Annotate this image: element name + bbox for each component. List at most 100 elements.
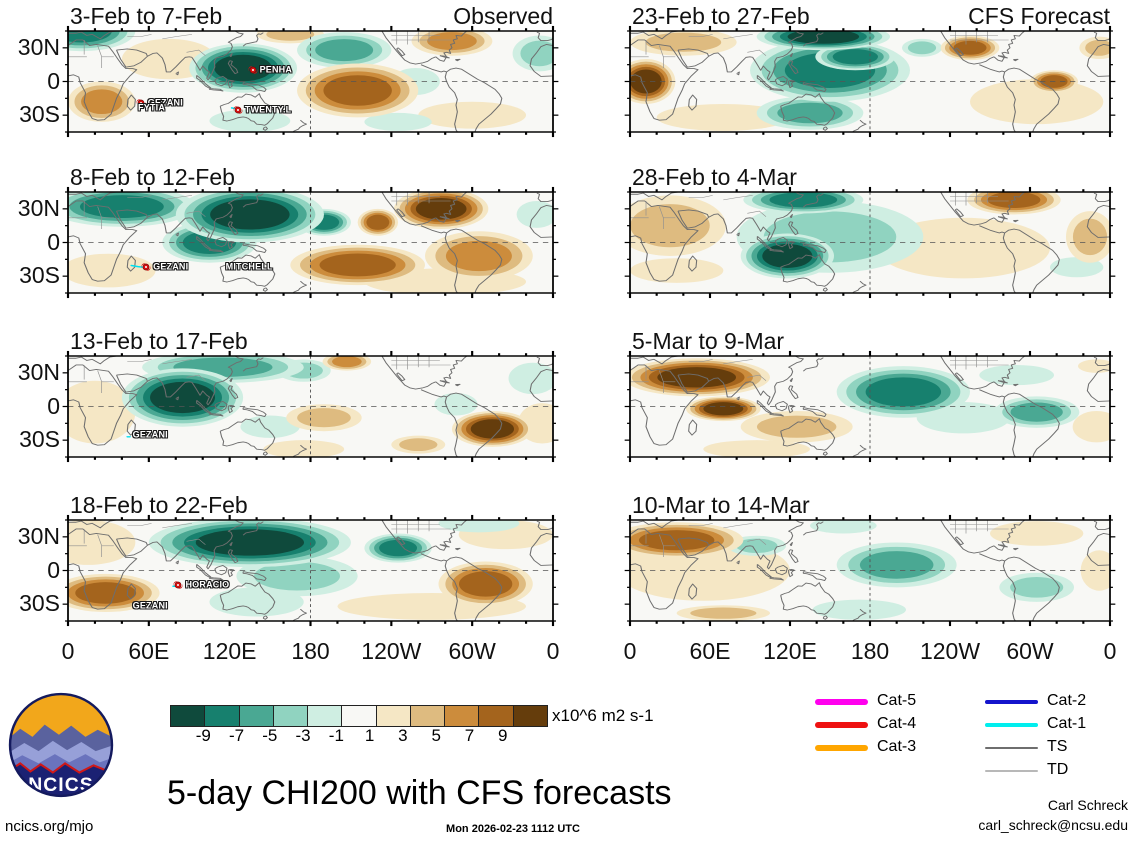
legend-label: Cat-2 bbox=[1047, 692, 1087, 709]
map-panel: 8-Feb to 12-Feb GEZANI MITCHELL bbox=[62, 164, 559, 299]
timestamp: Mon 2026-02-23 1112 UTC bbox=[446, 823, 580, 835]
legend-line-swatch bbox=[815, 745, 868, 751]
x-tick-label: 0 bbox=[1103, 638, 1117, 664]
map-canvas bbox=[624, 514, 1116, 627]
colorbar-tick-label: 7 bbox=[464, 726, 475, 745]
map-panel: 18-Feb to 22-Feb HORACIO GEZANI bbox=[62, 492, 559, 627]
colorbar-tick-label: -9 bbox=[195, 726, 211, 745]
x-tick-label: 180 bbox=[850, 638, 890, 664]
panel-period-title: 28-Feb to 4-Mar bbox=[632, 164, 797, 190]
x-tick-label: 60W bbox=[448, 638, 496, 664]
x-tick-label: 0 bbox=[623, 638, 637, 664]
x-tick-label: 60W bbox=[1006, 638, 1054, 664]
legend-line-swatch bbox=[815, 722, 868, 728]
y-tick-label: 0 bbox=[47, 67, 60, 94]
storm-label: PENHA bbox=[259, 64, 293, 75]
colorbar-tick-label: 3 bbox=[398, 726, 408, 745]
map-panel: 28-Feb to 4-Mar bbox=[624, 164, 1116, 299]
colorbar-tick-label: 1 bbox=[364, 726, 375, 745]
panel-source-label: Observed bbox=[453, 3, 553, 29]
storm-label: TWENTY.L bbox=[244, 104, 292, 115]
map-canvas bbox=[624, 350, 1116, 463]
y-tick-label: 30N bbox=[17, 33, 60, 60]
map-canvas bbox=[62, 514, 559, 627]
panel-period-title: 3-Feb to 7-Feb bbox=[70, 3, 223, 29]
figure-title: 5-day CHI200 with CFS forecasts bbox=[167, 774, 672, 812]
map-panel: 13-Feb to 17-Feb GEZANI bbox=[62, 328, 559, 463]
storm-marker-icon bbox=[134, 97, 147, 110]
legend-line-swatch bbox=[985, 723, 1038, 727]
storm-label: HORACIO bbox=[185, 579, 230, 590]
legend-label: Cat-4 bbox=[877, 715, 917, 732]
y-tick-label: 0 bbox=[47, 228, 60, 255]
colorbar-cell bbox=[376, 706, 411, 726]
y-tick-label: 30S bbox=[19, 426, 60, 453]
legend-label: TD bbox=[1047, 761, 1069, 778]
colorbar-cell bbox=[205, 706, 240, 726]
legend-line-swatch bbox=[985, 770, 1038, 772]
legend-line-swatch bbox=[985, 700, 1038, 704]
storm-label: FYTIA bbox=[138, 102, 166, 113]
logo-border bbox=[8, 692, 114, 798]
legend-label: TS bbox=[1047, 738, 1068, 755]
map-canvas bbox=[62, 25, 559, 138]
y-tick-label: 30N bbox=[17, 358, 60, 385]
colorbar-cell bbox=[171, 706, 206, 726]
x-tick-label: 180 bbox=[291, 638, 330, 664]
colorbar-cell bbox=[513, 706, 547, 726]
panel-period-title: 18-Feb to 22-Feb bbox=[70, 492, 248, 518]
credit-name: Carl Schreck bbox=[1047, 797, 1128, 813]
x-tick-label: 120W bbox=[361, 638, 422, 664]
panel-period-title: 23-Feb to 27-Feb bbox=[632, 3, 810, 29]
colorbar-cell bbox=[410, 706, 446, 726]
colorbar-tick-label: 9 bbox=[497, 726, 508, 745]
x-tick-label: 0 bbox=[61, 638, 75, 664]
site-url-text: ncics.org/mjo bbox=[5, 818, 94, 835]
storm-label: GEZANI bbox=[132, 429, 168, 440]
storm-marker-icon bbox=[140, 261, 153, 274]
colorbar bbox=[170, 705, 548, 727]
panel-period-title: 5-Mar to 9-Mar bbox=[632, 328, 785, 354]
legend-label: Cat-3 bbox=[877, 738, 917, 755]
colorbar-cell bbox=[308, 706, 343, 726]
x-tick-label: 120W bbox=[919, 638, 981, 664]
credit-email: carl_schreck@ncsu.edu bbox=[978, 817, 1128, 833]
panel-period-title: 13-Feb to 17-Feb bbox=[70, 328, 248, 354]
colorbar-cell bbox=[239, 706, 274, 726]
storm-marker-icon bbox=[172, 579, 185, 592]
colorbar-tick-label: -5 bbox=[262, 726, 278, 745]
logo-ridge-line bbox=[10, 762, 112, 775]
x-tick-label: 60E bbox=[128, 638, 170, 664]
colorbar-cell bbox=[342, 706, 377, 726]
legend-line-swatch bbox=[815, 699, 868, 705]
storm-marker-icon bbox=[246, 64, 259, 77]
storm-marker-icon bbox=[231, 103, 244, 116]
y-tick-label: 30S bbox=[19, 101, 60, 128]
map-panel: 3-Feb to 7-Feb Observed PENHA TWENTY.L GE… bbox=[62, 3, 559, 138]
map-canvas bbox=[624, 25, 1116, 138]
map-canvas bbox=[62, 350, 559, 463]
y-tick-label: 30S bbox=[19, 262, 60, 289]
colorbar-cell bbox=[273, 706, 309, 726]
legend-line-swatch bbox=[985, 746, 1038, 750]
storm-label: GEZANI bbox=[153, 261, 189, 272]
panel-source-label: CFS Forecast bbox=[968, 3, 1110, 29]
colorbar-unit-label: x10^6 m2 s-1 bbox=[552, 706, 654, 725]
legend-label: Cat-1 bbox=[1047, 715, 1087, 732]
x-tick-label: 120E bbox=[202, 638, 257, 664]
map-canvas bbox=[62, 186, 559, 299]
panel-period-title: 8-Feb to 12-Feb bbox=[70, 164, 235, 190]
map-panel: 23-Feb to 27-Feb CFS Forecast bbox=[624, 3, 1116, 138]
map-panel: 5-Mar to 9-Mar bbox=[624, 328, 1116, 463]
map-canvas bbox=[624, 186, 1116, 299]
storm-label: GEZANI bbox=[132, 600, 168, 611]
y-tick-label: 0 bbox=[47, 556, 60, 583]
x-tick-label: 60E bbox=[689, 638, 731, 664]
colorbar-tick-label: -7 bbox=[228, 726, 245, 745]
y-tick-label: 30N bbox=[17, 522, 60, 549]
x-tick-label: 0 bbox=[546, 638, 560, 664]
map-panel: 10-Mar to 14-Mar bbox=[624, 492, 1116, 627]
y-tick-label: 30S bbox=[19, 590, 60, 617]
storm-label: MITCHELL bbox=[225, 261, 273, 272]
